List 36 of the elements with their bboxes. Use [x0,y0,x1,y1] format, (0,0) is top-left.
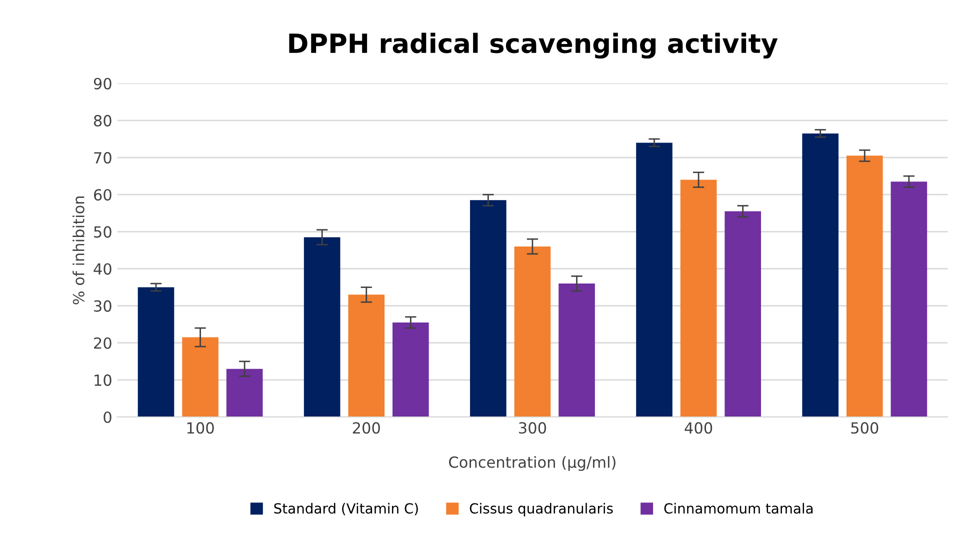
bar [680,180,717,417]
bar [138,287,174,417]
bar [470,200,506,417]
y-tick-label: 40 [94,263,112,275]
y-tick-label: 50 [94,226,112,238]
x-tick-label: 100 [187,422,214,434]
bar [226,368,263,417]
bar [890,182,928,417]
bar [724,211,762,417]
y-tick-label: 60 [94,189,112,201]
bar [348,294,385,417]
legend-label: Cissus quadranularis [470,502,613,516]
y-tick-label: 80 [94,114,112,126]
y-tick-label: 20 [94,337,112,349]
bar [558,284,595,417]
legend-label: Standard (Vitamin C) [274,502,418,516]
legend-label: Cinnamomum tamala [664,502,813,514]
x-tick-label: 200 [352,422,380,434]
bar [514,246,551,417]
bar [304,237,340,417]
y-tick-label: 90 [94,78,112,90]
y-tick-label: 0 [104,411,112,424]
y-tick-label: 30 [94,300,112,312]
y-tick-label: 70 [94,152,112,164]
x-tick-label: 400 [684,422,712,434]
bar [802,133,839,417]
bar [846,156,883,417]
x-tick-label: 500 [851,422,878,434]
x-axis-title: Concentration (µg/ml) [449,456,616,471]
y-axis-title: % of inhibition [72,196,84,304]
y-tick-label: 10 [94,374,112,386]
bar [182,337,218,417]
bar [636,142,672,417]
chart-title: DPPH radical scavenging activity [289,32,778,59]
x-tick-label: 300 [519,422,546,434]
bar [392,322,429,417]
